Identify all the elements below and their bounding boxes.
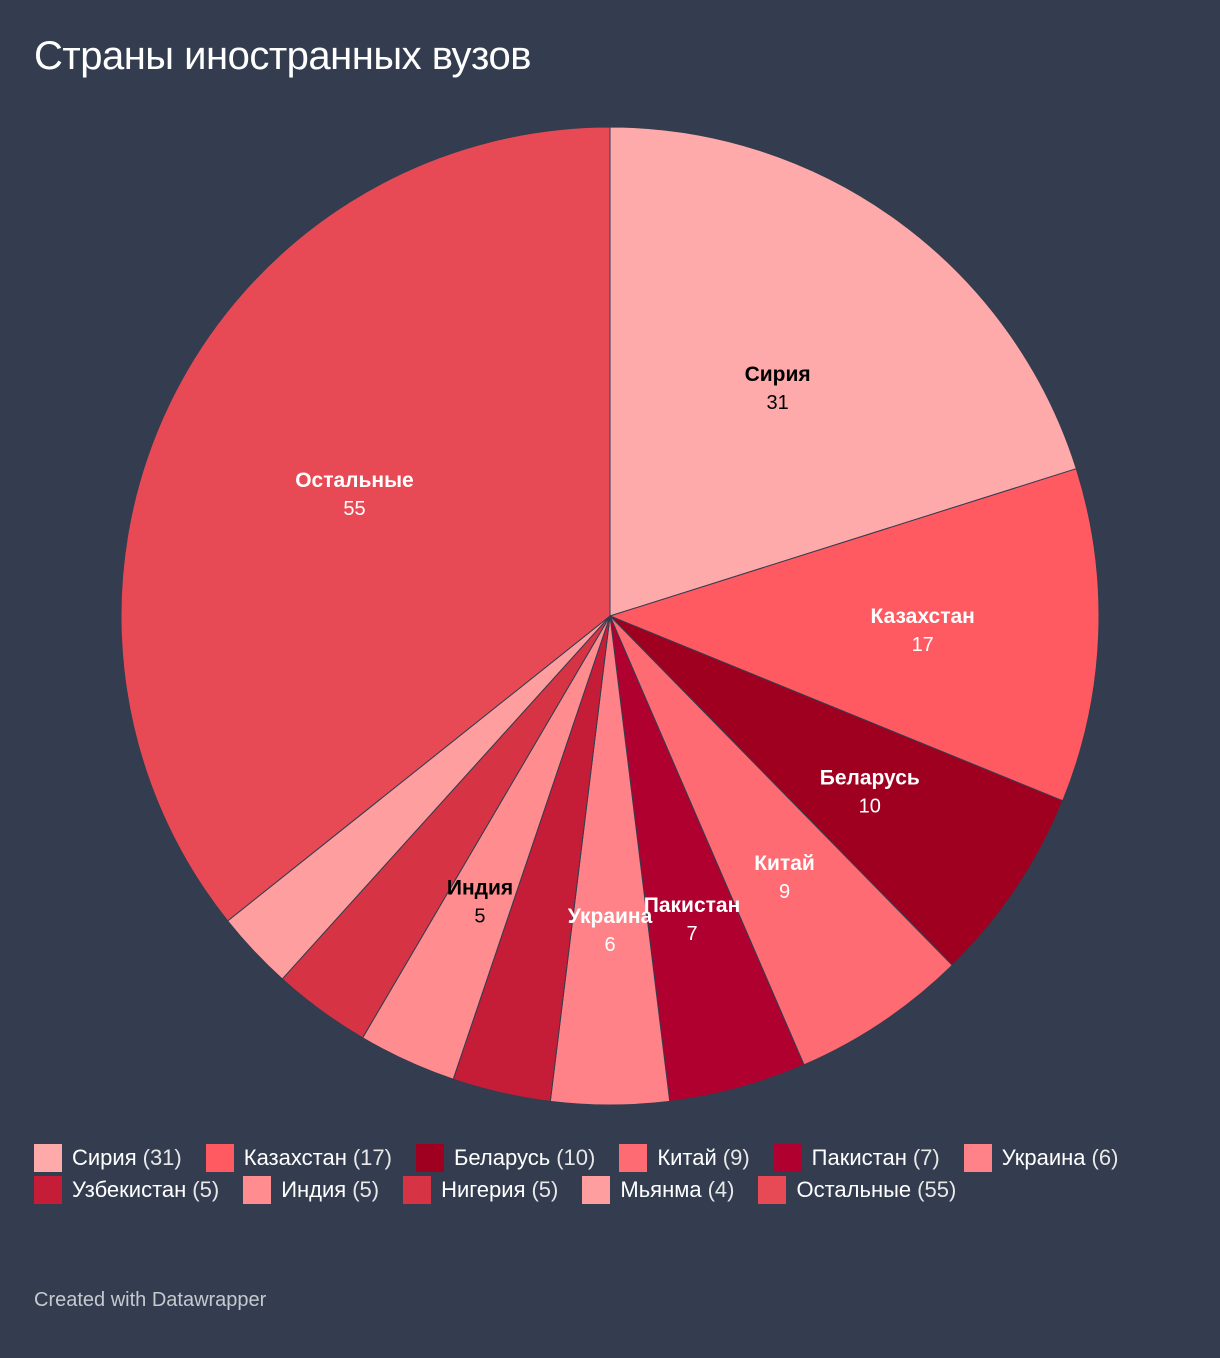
legend-name: Нигерия [441,1177,526,1202]
legend-swatch [243,1176,272,1204]
legend-swatch [963,1144,992,1172]
legend-item-2: Беларусь (10) [415,1144,596,1172]
legend-name: Мьянма [620,1177,702,1202]
slice-value-2: 10 [859,796,881,818]
legend-name: Индия [281,1177,347,1202]
legend-item-0: Сирия (31) [34,1144,182,1172]
legend-name: Пакистан [811,1145,907,1170]
slice-value-7: 5 [474,906,485,928]
slice-value-10: 55 [343,498,365,520]
legend-swatch [403,1176,432,1204]
legend-item-1: Казахстан (17) [205,1144,392,1172]
legend-name: Узбекистан [72,1177,187,1202]
legend-count: (4) [707,1177,735,1202]
legend-item-5: Украина (6) [963,1144,1119,1172]
legend-item-4: Пакистан (7) [773,1144,940,1172]
legend-name: Сирия [72,1145,137,1170]
slice-label-2: Беларусь [820,767,920,790]
legend-swatch [34,1144,62,1172]
legend: Сирия (31) Казахстан (17) Беларусь (10) Китай(… [34,1144,1194,1204]
legend-count: (10) [556,1145,596,1170]
slice-label-0: Сирия [745,363,811,386]
legend-swatch [415,1144,444,1172]
legend-item-10: Остальные (55) [758,1176,956,1204]
legend-count: (5) [192,1177,220,1202]
legend-name: Казахстан [243,1145,347,1170]
legend-name: Китай [657,1145,717,1170]
legend-count: (17) [352,1145,392,1170]
legend-swatch [758,1176,787,1204]
legend-item-9: Мьянма (4) [582,1176,734,1204]
footer-credit: Created with Datawrapper [34,1289,267,1311]
legend-swatch [773,1144,802,1172]
legend-count: (55) [917,1177,957,1202]
slice-label-4: Пакистан [644,894,741,917]
legend-swatch [619,1144,648,1172]
slice-value-3: 9 [779,881,790,903]
slice-label-7: Индия [447,877,513,900]
chart-title: Страны иностранных вузов [34,34,531,78]
pie-slice-3 [609,615,953,1066]
legend-name: Украина [1001,1145,1086,1170]
slice-label-5: Украина [568,905,653,928]
legend-swatch [34,1176,62,1204]
legend-count: (6) [1091,1145,1119,1170]
slice-label-10: Остальные [295,469,414,492]
legend-count: (31) [142,1145,182,1170]
legend-name: Остальные [796,1177,912,1202]
pie-slice-1 [608,468,1100,802]
pie-chart: Сирия 31 Казахстан 17 Беларусь 10 Китай 9 Пакист… [120,126,1100,1106]
legend-name: Беларусь [453,1145,551,1170]
slice-value-5: 6 [604,934,615,956]
slice-value-0: 31 [767,392,789,414]
legend-count: (7) [912,1145,940,1170]
legend-item-3: Китай (9) [619,1144,750,1172]
legend-count: (5) [352,1177,380,1202]
pie-slice-2 [609,615,1064,966]
legend-swatch [205,1144,234,1172]
slice-label-3: Китай [754,852,815,875]
legend-item-6: Узбекистан (5) [34,1176,219,1204]
legend-item-8: Нигерия (5) [403,1176,558,1204]
pie-slice-0 [609,126,1077,617]
slice-label-1: Казахстан [871,605,975,628]
legend-item-7: Индия (5) [243,1176,379,1204]
legend-count: (5) [531,1177,559,1202]
slice-value-4: 7 [686,923,697,945]
pie-slice-10 [120,126,611,922]
legend-swatch [582,1176,611,1204]
legend-count: (9) [722,1145,750,1170]
slice-value-1: 17 [912,634,934,656]
